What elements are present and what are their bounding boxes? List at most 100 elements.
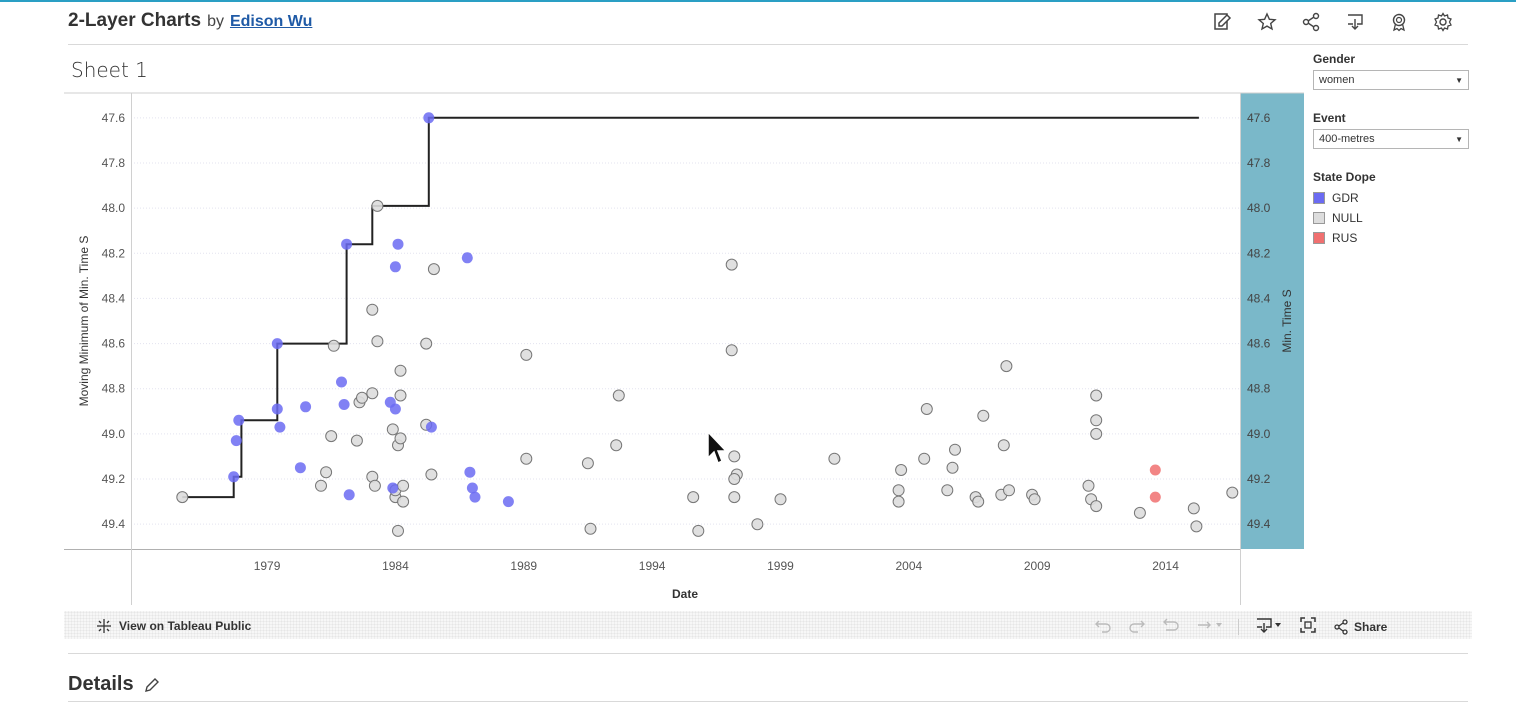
data-point-null	[918, 452, 931, 465]
view-on-tableau-public-link[interactable]: View on Tableau Public	[96, 618, 251, 634]
data-point-null	[320, 466, 333, 479]
data-point-gdr	[464, 466, 476, 478]
edit-icon[interactable]	[1212, 11, 1234, 33]
redo-icon[interactable]	[1128, 617, 1146, 636]
x-tick-label: 1984	[382, 559, 409, 573]
data-point-null	[892, 495, 905, 508]
top-accent-line	[0, 0, 1516, 2]
data-point-gdr	[341, 238, 353, 250]
data-point-null	[366, 387, 379, 400]
legend-label: NULL	[1332, 211, 1363, 225]
undo-icon[interactable]	[1094, 617, 1112, 636]
data-point-gdr	[425, 421, 437, 433]
viz-header: 2-Layer Charts by Edison Wu	[68, 10, 312, 36]
data-point-null	[977, 409, 990, 422]
header-divider	[68, 44, 1468, 45]
star-icon[interactable]	[1256, 11, 1278, 33]
right-axis-band	[1241, 93, 1304, 549]
tableau-logo-icon	[97, 619, 111, 633]
data-point-null	[692, 524, 705, 537]
author-link[interactable]: Edison Wu	[229, 13, 313, 30]
plot-area	[131, 93, 1240, 549]
data-point-null	[350, 434, 363, 447]
data-point-null	[371, 199, 384, 212]
gender-select[interactable]: women ▼	[1313, 70, 1469, 90]
download-menu-icon[interactable]	[1255, 617, 1283, 636]
data-point-null	[1000, 360, 1013, 373]
data-point-gdr	[461, 252, 473, 264]
details-heading: Details	[68, 673, 160, 696]
legend-item-rus[interactable]: RUS	[1313, 231, 1469, 245]
data-point-gdr	[271, 338, 283, 350]
y-tick-label: 47.6	[102, 111, 126, 125]
data-point-null	[1226, 486, 1239, 499]
y-tick-label-right: 49.4	[1247, 517, 1271, 531]
y-tick-label-right: 48.0	[1247, 201, 1271, 215]
toolbar-separator	[1238, 618, 1239, 635]
y-axis-ticks-right: 47.6 47.8 48.0 48.2 48.4 48.6 48.8 49.0 49.2 49.4	[1247, 111, 1271, 531]
data-point-gdr	[233, 414, 245, 426]
bottom-toolbar	[64, 611, 1472, 639]
data-point-null	[1090, 500, 1103, 513]
y-tick-label-right: 48.6	[1247, 337, 1271, 351]
x-tick-label: 1989	[510, 559, 537, 573]
share-icon[interactable]	[1300, 11, 1322, 33]
chevron-down-icon: ▼	[1455, 75, 1463, 85]
pencil-icon[interactable]	[144, 677, 160, 693]
data-point-null	[728, 473, 741, 485]
data-point-null	[1028, 493, 1041, 506]
chart[interactable]: 47.6 47.8 48.0 48.2 48.4 48.6 48.8 49.0 49.2 49.4…	[64, 90, 1304, 610]
y-tick-label: 48.0	[102, 201, 126, 215]
event-select[interactable]: 400-metres ▼	[1313, 129, 1469, 149]
data-point-null	[774, 493, 787, 506]
legend-swatch	[1313, 212, 1325, 224]
download-icon[interactable]	[1344, 11, 1366, 33]
data-point-null	[397, 495, 410, 508]
data-point-null	[610, 439, 623, 452]
legend-item-gdr[interactable]: GDR	[1313, 191, 1469, 205]
data-point-gdr	[336, 376, 347, 388]
legend-label: RUS	[1332, 231, 1358, 245]
data-point-null	[1090, 427, 1103, 440]
fullscreen-icon[interactable]	[1299, 616, 1317, 637]
data-point-null	[584, 522, 597, 535]
gender-select-value: women	[1319, 74, 1355, 86]
data-point-null	[397, 479, 410, 492]
bottom-right-controls: Share	[1094, 616, 1387, 637]
data-point-null	[1187, 502, 1200, 515]
data-point-gdr	[389, 261, 401, 273]
data-point-null	[895, 464, 908, 476]
share-button[interactable]: Share	[1333, 618, 1387, 635]
data-point-null	[892, 484, 905, 497]
data-point-null	[687, 491, 700, 504]
gear-icon[interactable]	[1432, 11, 1454, 33]
data-point-gdr	[274, 421, 286, 433]
data-point-null	[941, 484, 954, 497]
data-point-null	[751, 518, 764, 531]
data-point-null	[1190, 520, 1203, 533]
data-point-null	[386, 423, 399, 436]
revert-icon[interactable]	[1162, 617, 1180, 636]
data-point-gdr	[502, 496, 514, 508]
legend-item-null[interactable]: NULL	[1313, 211, 1469, 225]
data-point-null	[997, 439, 1010, 452]
y-axis-label-right: Min. Time S	[1280, 289, 1294, 352]
legend-swatch	[1313, 192, 1325, 204]
x-tick-label: 2009	[1024, 559, 1051, 573]
filter-panel: Gender women ▼ Event 400-metres ▼ State …	[1313, 52, 1469, 251]
refresh-icon[interactable]	[1196, 617, 1222, 636]
y-axis-label-left: Moving Minimum of Min. Time S	[77, 236, 91, 407]
sheet-title: Sheet 1	[71, 58, 148, 82]
y-axis-ticks-left: 47.6 47.8 48.0 48.2 48.4 48.6 48.8 49.0 49.2 49.4	[102, 111, 126, 531]
mouse-cursor-icon	[707, 430, 728, 465]
y-tick-label: 48.8	[102, 382, 126, 396]
section-divider	[68, 653, 1468, 654]
badge-icon[interactable]	[1388, 11, 1410, 33]
y-tick-label-right: 48.2	[1247, 246, 1271, 260]
data-point-null	[392, 524, 404, 537]
data-point-null	[371, 335, 384, 348]
x-tick-label: 2004	[895, 559, 922, 573]
data-point-gdr	[338, 399, 350, 410]
data-point-null	[1082, 479, 1095, 492]
data-point-gdr	[389, 403, 401, 415]
